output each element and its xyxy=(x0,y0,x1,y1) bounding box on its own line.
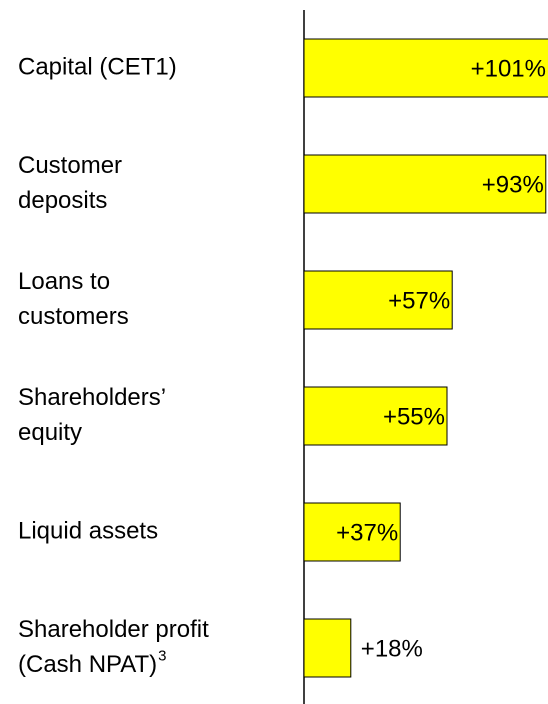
category-label: customers xyxy=(18,303,129,330)
category-label: Loans to xyxy=(18,268,110,295)
category-label: (Cash NPAT) xyxy=(18,651,157,678)
category-label: Liquid assets xyxy=(18,517,158,544)
category-label: Shareholder profit xyxy=(18,616,209,643)
value-label: +57% xyxy=(388,287,450,314)
category-label: Customer xyxy=(18,152,122,179)
category-label: Capital (CET1) xyxy=(18,53,177,80)
bar xyxy=(303,270,453,330)
value-label: +93% xyxy=(482,171,544,198)
bar xyxy=(303,618,352,678)
category-label: Shareholders’ xyxy=(18,384,166,411)
value-label: +101% xyxy=(471,55,546,82)
value-label: +18% xyxy=(361,635,423,662)
bar xyxy=(303,154,547,214)
bar xyxy=(303,38,548,98)
category-label: equity xyxy=(18,419,82,446)
footnote-marker: 3 xyxy=(158,647,166,664)
bar xyxy=(303,386,448,446)
value-label: +55% xyxy=(383,403,445,430)
bar xyxy=(303,502,401,562)
category-label: deposits xyxy=(18,187,107,214)
value-label: +37% xyxy=(336,519,398,546)
